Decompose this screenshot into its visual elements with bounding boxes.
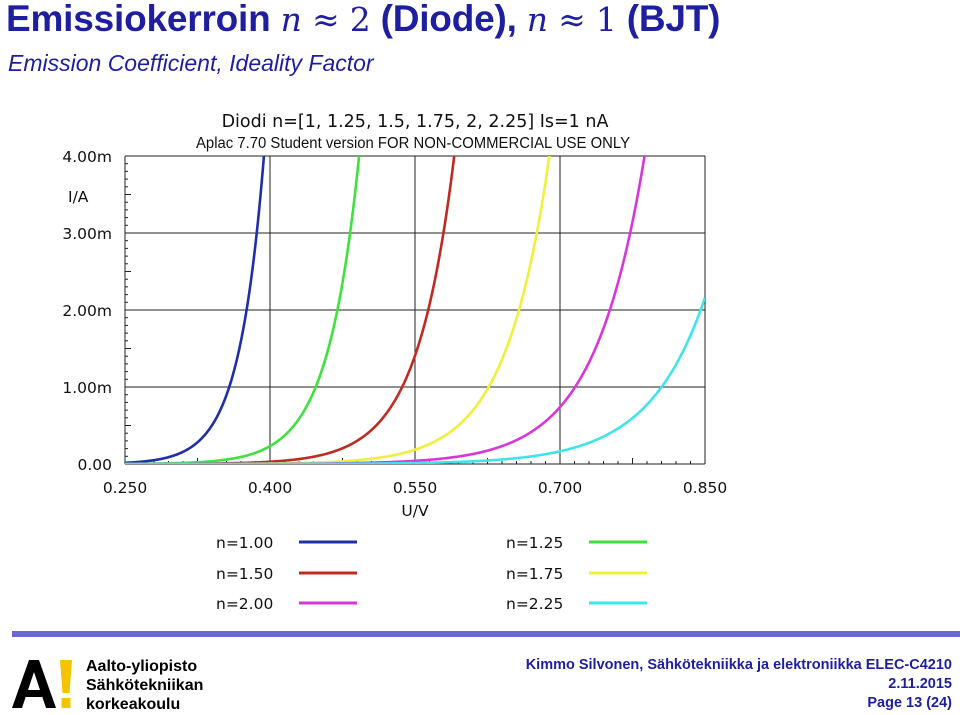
series-line-n-2-25	[125, 297, 705, 464]
title-text-mid: (Diode),	[370, 0, 527, 39]
title-math-bjt: n ≈ 1	[527, 0, 617, 39]
legend-label-n-2-00: n=2.00	[216, 595, 273, 613]
series-line-n-1-00	[125, 156, 266, 464]
series-line-n-1-25	[125, 156, 361, 464]
x-tick-label: 0.700	[538, 479, 582, 497]
legend-label-n-2-25: n=2.25	[506, 595, 563, 613]
y-tick-label: 2.00m	[62, 302, 112, 320]
chart-subtitle: Aplac 7.70 Student version FOR NON-COMME…	[196, 135, 630, 152]
title-var-n-diode: n	[280, 0, 302, 39]
y-tick-label: 3.00m	[62, 225, 112, 243]
x-tick-label: 0.400	[248, 479, 292, 497]
org-line-2: Sähkötekniikan	[86, 677, 204, 694]
y-tick-label: 4.00m	[62, 148, 112, 166]
footer-date: 2.11.2015	[888, 676, 952, 692]
x-axis-label: U/V	[401, 502, 429, 520]
x-tick-label: 0.250	[103, 479, 147, 497]
footer-author: Kimmo Silvonen, Sähkötekniikka ja elektr…	[525, 657, 952, 673]
org-line-3: korkeakoulu	[86, 696, 181, 713]
slide-title: Emissiokerroin n ≈ 2 (Diode), n ≈ 1 (BJT…	[6, 0, 720, 40]
y-tick-label: 0.00	[77, 456, 112, 474]
title-text-pre: Emissiokerroin	[6, 0, 281, 39]
title-approx-diode: ≈ 2	[301, 0, 371, 39]
x-tick-label: 0.850	[683, 479, 727, 497]
diode-iv-chart: Diodi n=[1, 1.25, 1.5, 1.75, 2, 2.25] Is…	[62, 112, 727, 613]
x-tick-label: 0.550	[393, 479, 437, 497]
title-var-n-bjt: n	[526, 0, 548, 39]
legend-label-n-1-00: n=1.00	[216, 534, 273, 552]
legend-label-n-1-50: n=1.50	[216, 565, 273, 583]
y-tick-label: 1.00m	[62, 379, 112, 397]
title-approx-bjt: ≈ 1	[547, 0, 617, 39]
series-line-n-1-50	[125, 156, 456, 464]
footer-rule	[12, 631, 960, 637]
org-line-1: Aalto-yliopisto	[86, 658, 198, 675]
slide-subtitle: Emission Coefficient, Ideality Factor	[8, 50, 374, 76]
y-axis-label: I/A	[68, 188, 89, 206]
footer-info: Kimmo Silvonen, Sähkötekniikka ja elektr…	[526, 656, 952, 713]
title-math-diode: n ≈ 2	[281, 0, 371, 39]
title-text-post: (BJT)	[616, 0, 721, 39]
aalto-logo-icon	[12, 660, 72, 708]
chart-title: Diodi n=[1, 1.25, 1.5, 1.75, 2, 2.25] Is…	[222, 112, 609, 132]
footer-page: Page 13 (24)	[867, 695, 952, 711]
legend-label-n-1-75: n=1.75	[506, 565, 563, 583]
legend-label-n-1-25: n=1.25	[506, 534, 563, 552]
organization-name: Aalto-yliopisto Sähkötekniikan korkeakou…	[86, 657, 203, 714]
